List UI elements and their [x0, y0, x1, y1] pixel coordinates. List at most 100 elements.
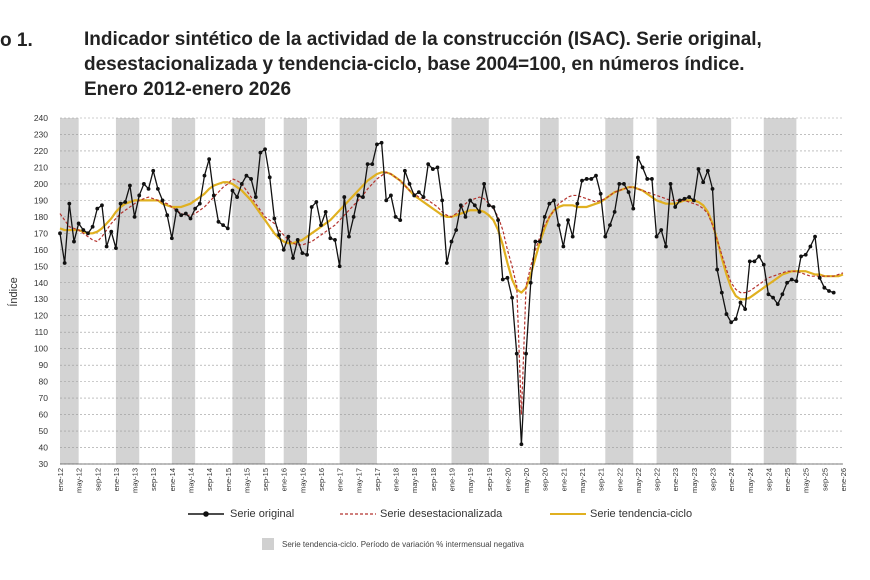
- series-original-point: [510, 295, 514, 300]
- series-original-point: [258, 150, 263, 155]
- gridlines: [60, 117, 843, 465]
- series-original-point: [636, 155, 640, 160]
- shade-band: [605, 118, 634, 464]
- series-original-point: [827, 289, 831, 293]
- series-original-point: [407, 182, 412, 186]
- x-tick-label: may-22: [634, 468, 643, 493]
- series-original-point: [267, 175, 272, 180]
- x-tick-label: may-14: [187, 468, 196, 493]
- series-original-point: [160, 198, 165, 203]
- series-original-point: [347, 234, 351, 239]
- series-original-point: [412, 193, 417, 198]
- series-original-point: [342, 195, 347, 199]
- series-original-point: [104, 244, 109, 249]
- series-original-point: [230, 188, 235, 193]
- series-original-point: [188, 216, 193, 221]
- y-tick-label: 110: [34, 327, 48, 337]
- x-tick-label: ene-12: [56, 468, 65, 491]
- series-original-point: [319, 223, 323, 227]
- series-original-point: [705, 168, 710, 173]
- series-original-point: [384, 198, 389, 203]
- x-tick-label: ene-16: [280, 468, 289, 491]
- series-original-point: [747, 259, 752, 264]
- shade-band: [540, 118, 559, 464]
- series-original-point: [430, 167, 435, 171]
- series-original-point: [421, 195, 426, 199]
- series-original-point: [151, 168, 156, 173]
- series-original-point: [305, 252, 309, 257]
- shade-band: [339, 118, 377, 464]
- series-original-point: [402, 168, 407, 173]
- chart-title-line: desestacionalizada y tendencia-ciclo, ba…: [84, 54, 745, 75]
- series-original-point: [710, 186, 715, 191]
- x-tick-label: sep-15: [261, 468, 270, 491]
- legend-swatch-seasonal: [340, 513, 376, 515]
- series-original-point: [817, 275, 822, 280]
- x-tick-label: sep-17: [373, 468, 382, 491]
- series-original-point: [482, 182, 487, 186]
- series-seasonal-line: [59, 171, 844, 415]
- series-original-point: [766, 292, 771, 297]
- series-original-point: [365, 162, 370, 167]
- series-original-point: [780, 292, 785, 297]
- shade-band: [763, 118, 797, 464]
- x-tick-label: ene-19: [448, 468, 457, 491]
- series-original-point: [794, 279, 799, 284]
- x-tick-label: may-18: [410, 468, 419, 493]
- y-tick-label: 160: [34, 245, 48, 255]
- x-tick-label: sep-18: [429, 468, 438, 491]
- series-original-point: [580, 178, 584, 183]
- y-tick-label: 130: [34, 294, 48, 304]
- series-original-point: [645, 177, 650, 181]
- series-original-point: [650, 177, 654, 181]
- series-original-point: [393, 214, 398, 219]
- series-original-point: [81, 228, 86, 232]
- series-original-point: [291, 256, 295, 260]
- y-tick-label: 80: [39, 377, 49, 387]
- series-original-point: [114, 246, 118, 251]
- series-original-point: [314, 200, 319, 204]
- series-original-point: [771, 295, 775, 300]
- x-tick-label: ene-18: [392, 468, 401, 491]
- series-original-point: [86, 231, 90, 236]
- y-tick-label: 40: [39, 443, 49, 453]
- series-original-point: [361, 195, 365, 199]
- x-tick-label: sep-13: [149, 468, 158, 491]
- chart-title-line: Enero 2012-enero 2026: [84, 79, 292, 100]
- series-original-point: [239, 182, 244, 186]
- series-original-point: [594, 173, 598, 178]
- x-tick-label: may-20: [522, 468, 531, 493]
- series-original-point: [109, 229, 114, 234]
- series-original-point: [715, 267, 720, 272]
- x-tick-label: may-13: [131, 468, 140, 493]
- chart-title-line: Indicador sintético de la actividad de l…: [84, 29, 762, 50]
- x-tick-label: ene-15: [224, 468, 233, 491]
- series-original-point: [612, 210, 617, 214]
- x-tick-label: may-17: [354, 468, 363, 493]
- x-tick-label: may-16: [298, 468, 307, 493]
- legend-label-seasonal: Serie desestacionalizada: [380, 508, 503, 520]
- y-tick-label: 190: [34, 195, 48, 205]
- x-tick-label: sep-24: [764, 468, 773, 491]
- x-tick-label: may-24: [746, 468, 755, 493]
- legend-item-original: Serie original: [188, 508, 294, 520]
- series-original-point: [724, 312, 729, 316]
- series-original-point: [137, 193, 142, 198]
- y-axis-label: Índice: [7, 277, 20, 306]
- legend-label-trend: Serie tendencia-ciclo: [590, 508, 693, 520]
- series-original-point: [235, 195, 240, 199]
- series-original-point: [701, 180, 706, 185]
- series-original-point: [668, 182, 673, 186]
- series-original-point: [118, 201, 123, 206]
- series-original-point: [379, 140, 384, 145]
- y-tick-label: 90: [39, 360, 49, 370]
- series-original-point: [277, 233, 281, 237]
- series-original-point: [486, 203, 491, 208]
- x-tick-label: sep-14: [205, 468, 214, 491]
- shade-swatch: [262, 538, 274, 550]
- series-original-point: [687, 195, 692, 199]
- x-tick-label: ene-17: [336, 468, 345, 491]
- y-tick-label: 240: [34, 113, 48, 123]
- series-original-point: [174, 208, 179, 213]
- series-original-point: [785, 280, 789, 285]
